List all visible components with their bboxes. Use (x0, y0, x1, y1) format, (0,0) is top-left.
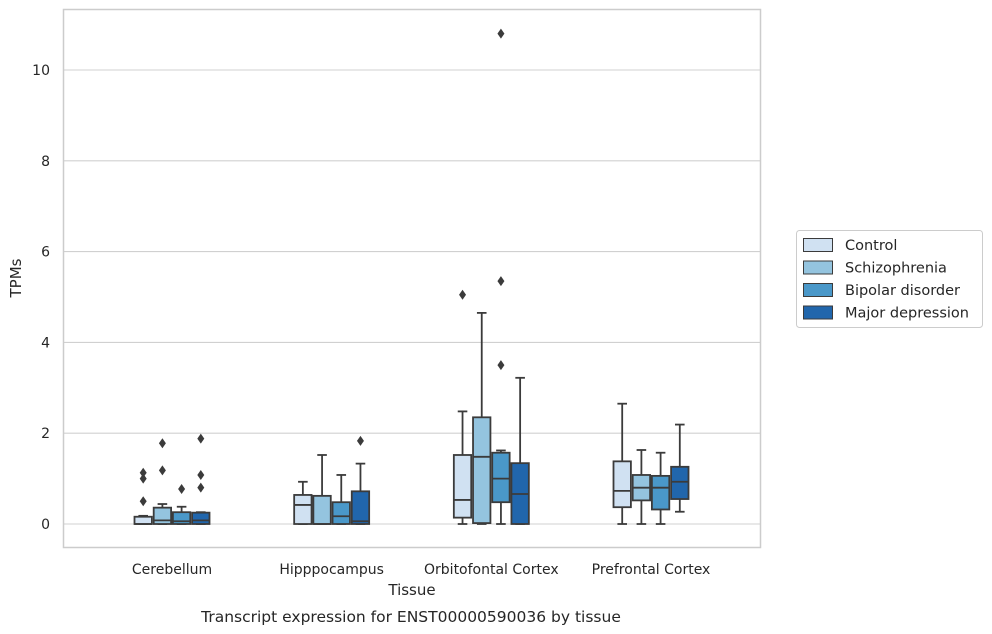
legend-swatch-3 (803, 283, 833, 297)
box-body (293, 494, 313, 525)
box-3-2 (472, 311, 492, 525)
outlier-marker (158, 465, 166, 476)
x-tick-label-1: Cerebellum (132, 562, 212, 578)
y-tick-label-4: 4 (41, 335, 50, 351)
y-tick-label-6: 6 (41, 245, 50, 261)
box-4-3 (651, 451, 671, 525)
outlier-marker (356, 435, 364, 446)
y-tick-labels: 0 2 4 6 8 10 (32, 63, 50, 533)
legend-frame (796, 230, 983, 328)
plot-frame (62, 8, 762, 549)
box-body (472, 416, 492, 524)
legend-label-3: Bipolar disorder (845, 283, 960, 299)
x-tick-label-2: Hipppocampus (279, 562, 384, 578)
x-axis-title: Tissue (387, 581, 435, 599)
box-body (651, 474, 671, 511)
box-3-4 (510, 376, 530, 525)
y-tick-label-10: 10 (32, 63, 50, 79)
box-body (152, 506, 172, 525)
box-body (312, 494, 332, 525)
outlier-marker (139, 496, 147, 507)
outlier-marker (459, 289, 467, 300)
box-body (191, 511, 211, 525)
x-tick-label-3: Orbitofontal Cortex (424, 562, 559, 578)
chart-caption: Transcript expression for ENST0000059003… (200, 608, 621, 626)
box-series (133, 28, 690, 525)
outlier-marker (197, 433, 205, 444)
legend-swatch-4 (803, 305, 833, 320)
box-1-3 (171, 484, 192, 525)
box-1-2 (152, 438, 172, 525)
y-tick-label-2: 2 (41, 426, 50, 442)
outlier-marker (178, 484, 186, 495)
outlier-marker (139, 467, 147, 478)
box-1-4 (191, 433, 211, 525)
outlier-marker (497, 360, 505, 371)
box-body (491, 451, 511, 504)
box-body (452, 454, 473, 519)
y-axis-title: TPMs (7, 258, 25, 298)
outlier-marker (197, 482, 205, 493)
x-tick-label-4: Prefrontal Cortex (592, 562, 711, 578)
outlier-marker (139, 473, 147, 484)
box-body (670, 465, 690, 500)
outlier-marker (497, 276, 505, 287)
grid-lines (63, 69, 761, 525)
legend-swatch-2 (803, 260, 833, 275)
box-2-4 (350, 435, 371, 525)
box-4-2 (631, 449, 652, 525)
legend-swatch-1 (803, 238, 833, 252)
box-3-3 (491, 28, 511, 525)
y-tick-label-8: 8 (41, 154, 50, 170)
legend-label-4: Major depression (845, 306, 969, 322)
box-body (350, 490, 371, 525)
outlier-marker (158, 438, 166, 449)
box-4-4 (670, 423, 690, 513)
box-2-3 (331, 474, 351, 525)
x-tick-labels: Cerebellum Hipppocampus Orbitofontal Corte… (132, 562, 710, 578)
box-body (612, 460, 632, 509)
legend-label-1: Control (845, 238, 897, 254)
box-1-1 (133, 467, 153, 525)
box-2-1 (293, 480, 313, 525)
outlier-marker (197, 469, 205, 480)
box-3-1 (452, 289, 473, 525)
box-2-2 (312, 454, 332, 525)
outlier-marker (497, 28, 505, 39)
box-body (171, 511, 192, 525)
box-4-1 (612, 402, 632, 525)
box-body (331, 501, 351, 525)
box-body (133, 515, 153, 525)
legend-label-2: Schizophrenia (845, 261, 947, 277)
y-tick-label-0: 0 (41, 517, 50, 533)
legend: Control Schizophrenia Bipolar disorder Majo… (796, 230, 983, 328)
